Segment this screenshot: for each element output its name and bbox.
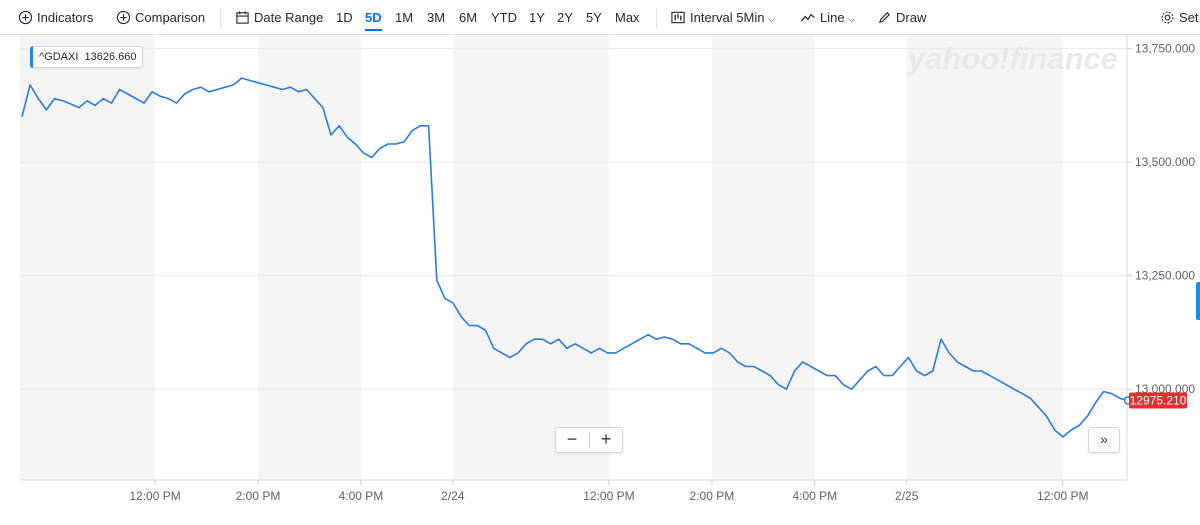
y-tick-label: 13,750.000 (1135, 42, 1195, 56)
draw-button[interactable]: Draw (877, 9, 926, 27)
x-tick-label: 12:00 PM (129, 489, 180, 503)
period-3m[interactable]: 3M (427, 10, 446, 25)
zoom-out-button[interactable]: − (566, 429, 578, 449)
x-tick-label: 4:00 PM (339, 489, 384, 503)
indicators-label: Indicators (37, 10, 94, 25)
x-tick-label: 12:00 PM (583, 489, 634, 503)
toolbar-divider (220, 8, 221, 28)
session-shade-band (20, 35, 156, 480)
toolbar-divider (656, 8, 657, 28)
comparison-button[interactable]: Comparison (116, 9, 205, 27)
pencil-icon (878, 12, 890, 24)
period-2y[interactable]: 2Y (557, 10, 573, 25)
side-panel-handle[interactable] (1196, 282, 1200, 320)
settings-label: Set (1179, 10, 1199, 25)
y-tick-label: 13,250.000 (1135, 269, 1195, 283)
zoom-divider (589, 432, 590, 448)
session-shade-band (711, 35, 815, 480)
chart-type-dropdown[interactable]: Line ⌵ (800, 9, 855, 27)
zoom-controls: − + (555, 427, 623, 453)
period-ytd[interactable]: YTD (491, 10, 517, 25)
series-line (21, 77, 1129, 438)
calendar-icon (236, 11, 249, 24)
plus-circle-icon (18, 10, 33, 25)
legend-value: 13626.660 (84, 51, 137, 63)
y-tick-label: 13,500.000 (1135, 155, 1195, 169)
session-shade-band (452, 35, 609, 480)
chevron-down-icon: ⌵ (768, 14, 775, 24)
session-shade-band (258, 35, 361, 480)
zoom-in-button[interactable]: + (600, 429, 612, 449)
period-1m[interactable]: 1M (395, 10, 414, 25)
session-shade-band (906, 35, 1063, 480)
x-tick-label: 2:00 PM (690, 489, 735, 503)
candles-icon (671, 11, 685, 24)
comparison-label: Comparison (135, 10, 206, 25)
yahoo-finance-watermark: yahoo!finance (906, 41, 1118, 76)
date-range-button[interactable]: Date Range (235, 9, 323, 27)
legend-badge[interactable]: ^GDAXI 13626.660 (30, 46, 144, 68)
period-5y[interactable]: 5Y (586, 10, 602, 25)
line-chart-icon (800, 13, 815, 22)
period-1d[interactable]: 1D (336, 10, 353, 25)
chart-type-label: Line (820, 10, 845, 25)
x-tick-label: 12:00 PM (1037, 489, 1088, 503)
interval-dropdown[interactable]: Interval 5Min ⌵ (670, 9, 775, 27)
legend-symbol: ^GDAXI (39, 51, 79, 63)
chart-toolbar: Indicators Comparison Date Range 1D 5D 1… (0, 0, 1200, 35)
gear-icon (1161, 11, 1174, 24)
interval-label: Interval (690, 10, 733, 25)
plus-circle-icon (116, 10, 131, 25)
x-tick-label: 2/24 (441, 489, 465, 503)
period-6m[interactable]: 6M (459, 10, 478, 25)
date-range-label: Date Range (254, 10, 324, 25)
x-tick-label: 2:00 PM (236, 489, 281, 503)
scroll-right-button[interactable]: » (1088, 427, 1120, 453)
interval-value: 5Min (736, 10, 765, 25)
period-max[interactable]: Max (615, 10, 640, 25)
last-price-label: 12975.210 (1130, 393, 1187, 407)
settings-button[interactable]: Set (1160, 9, 1199, 27)
period-5d[interactable]: 5D (365, 9, 382, 31)
chevron-down-icon: ⌵ (848, 14, 856, 24)
x-tick-label: 4:00 PM (792, 489, 837, 503)
draw-label: Draw (896, 10, 927, 25)
period-1y[interactable]: 1Y (529, 10, 545, 25)
indicators-button[interactable]: Indicators (18, 9, 93, 27)
last-price-tag (1129, 392, 1187, 409)
x-tick-label: 2/25 (895, 489, 919, 503)
